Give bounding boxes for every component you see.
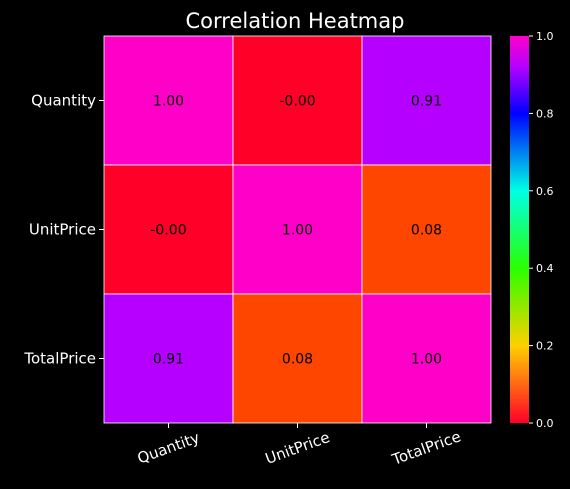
y-axis-tick-labels: Quantity UnitPrice TotalPrice bbox=[23, 92, 104, 368]
cell-value-label: -0.00 bbox=[279, 94, 315, 110]
heatmap-cell-labels: 1.00 -0.00 0.91 -0.00 1.00 0.08 0.91 0.08 1.00 bbox=[150, 94, 442, 368]
cell-value-label: 0.91 bbox=[153, 352, 184, 368]
colorbar-ticks: 0.0 0.2 0.4 0.6 0.8 1.0 bbox=[529, 30, 554, 430]
chart-title: Correlation Heatmap bbox=[186, 9, 405, 33]
cell-value-label: 0.91 bbox=[411, 94, 442, 110]
heatmap-cell-2-1 bbox=[232, 293, 363, 424]
colorbar-tick-label: 0.6 bbox=[536, 185, 554, 198]
x-axis-tick-labels: Quantity UnitPrice TotalPrice bbox=[135, 423, 463, 469]
heatmap-cell-2-0 bbox=[103, 293, 234, 424]
colorbar bbox=[510, 36, 529, 423]
cell-value-label: 1.00 bbox=[153, 94, 184, 110]
heatmap-cell-0-2 bbox=[361, 35, 492, 166]
colorbar-tick-label: 0.8 bbox=[536, 107, 554, 120]
cell-value-label: 0.08 bbox=[282, 352, 313, 368]
y-tick-label: UnitPrice bbox=[29, 221, 96, 239]
colorbar-tick-label: 0.4 bbox=[536, 262, 554, 275]
colorbar-tick-label: 1.0 bbox=[536, 30, 554, 43]
x-tick-label: Quantity bbox=[135, 428, 202, 467]
cell-value-label: 1.00 bbox=[282, 223, 313, 239]
heatmap-cell-1-1 bbox=[232, 164, 363, 295]
cell-value-label: 1.00 bbox=[411, 352, 442, 368]
y-tick-label: Quantity bbox=[31, 92, 96, 110]
colorbar-tick-label: 0.0 bbox=[536, 417, 554, 430]
heatmap-cells bbox=[103, 35, 492, 424]
colorbar-tick-label: 0.2 bbox=[536, 340, 554, 353]
x-tick-label: UnitPrice bbox=[263, 428, 332, 468]
y-tick-label: TotalPrice bbox=[23, 350, 96, 368]
cell-value-label: -0.00 bbox=[150, 223, 186, 239]
heatmap-cell-1-0 bbox=[103, 164, 234, 295]
cell-value-label: 0.08 bbox=[411, 223, 442, 239]
x-tick-label: TotalPrice bbox=[389, 427, 463, 469]
heatmap-cell-0-0 bbox=[103, 35, 234, 166]
heatmap-cell-1-2 bbox=[361, 164, 492, 295]
heatmap-cell-0-1 bbox=[232, 35, 363, 166]
